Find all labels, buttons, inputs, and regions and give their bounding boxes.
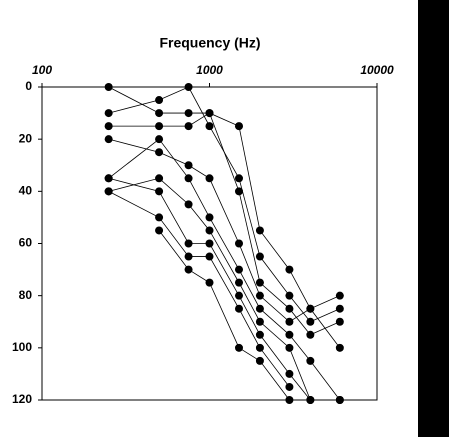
data-point — [285, 330, 294, 339]
data-point — [285, 396, 294, 404]
data-point — [155, 96, 164, 105]
data-point — [335, 291, 344, 300]
data-point — [184, 174, 193, 183]
data-point — [255, 252, 264, 261]
data-point — [285, 317, 294, 326]
data-point — [205, 239, 214, 248]
data-point — [155, 135, 164, 144]
data-point — [255, 278, 264, 287]
data-point — [255, 226, 264, 235]
data-point — [335, 304, 344, 313]
data-point — [184, 161, 193, 170]
x-tick-label: 1000 — [196, 63, 223, 77]
data-point — [205, 213, 214, 222]
data-point — [306, 304, 315, 313]
data-point — [255, 330, 264, 339]
data-point — [234, 174, 243, 183]
data-point — [306, 396, 315, 404]
y-tick-label: 120 — [12, 392, 32, 406]
data-point — [234, 187, 243, 196]
data-point — [234, 343, 243, 352]
data-point — [285, 369, 294, 378]
data-point — [285, 291, 294, 300]
data-point — [155, 122, 164, 131]
series-line — [108, 177, 311, 401]
data-point — [155, 213, 164, 222]
data-point — [205, 174, 214, 183]
data-point — [234, 278, 243, 287]
data-point — [155, 187, 164, 196]
x-tick-label: 10000 — [360, 63, 394, 77]
data-point — [155, 148, 164, 157]
data-point — [255, 291, 264, 300]
data-point — [234, 291, 243, 300]
data-point — [285, 343, 294, 352]
data-point — [184, 122, 193, 131]
data-point — [205, 122, 214, 131]
data-point — [104, 109, 113, 118]
data-point — [104, 187, 113, 196]
data-point — [184, 200, 193, 209]
data-point — [155, 174, 164, 183]
data-point — [205, 252, 214, 261]
data-point — [234, 265, 243, 274]
data-point — [234, 122, 243, 131]
data-point — [234, 304, 243, 313]
data-point — [205, 278, 214, 287]
side-panel — [418, 0, 449, 437]
data-point — [335, 317, 344, 326]
data-point — [285, 265, 294, 274]
y-tick-label: 40 — [19, 184, 33, 198]
data-point — [104, 83, 113, 91]
y-tick-label: 0 — [25, 79, 32, 93]
data-point — [306, 356, 315, 365]
data-point — [104, 174, 113, 183]
y-tick-label: 20 — [19, 131, 33, 145]
data-point — [104, 122, 113, 131]
data-point — [306, 317, 315, 326]
y-tick-label: 80 — [19, 288, 33, 302]
data-point — [306, 330, 315, 339]
y-tick-label: 60 — [19, 236, 33, 250]
data-point — [285, 304, 294, 313]
data-point — [234, 239, 243, 248]
y-tick-label: 100 — [12, 340, 32, 354]
data-point — [184, 252, 193, 261]
data-point — [155, 109, 164, 118]
data-point — [184, 83, 193, 91]
data-point — [285, 382, 294, 391]
data-point — [184, 109, 193, 118]
data-point — [255, 304, 264, 313]
data-point — [205, 109, 214, 118]
data-point — [205, 226, 214, 235]
data-point — [335, 343, 344, 352]
series-line — [158, 230, 290, 401]
x-tick-label: 100 — [32, 63, 52, 77]
data-point — [104, 135, 113, 144]
data-point — [155, 226, 164, 235]
data-point — [184, 239, 193, 248]
chart-title: Frequency (Hz) — [159, 35, 260, 51]
data-point — [255, 356, 264, 365]
data-point — [184, 265, 193, 274]
data-point — [255, 317, 264, 326]
data-point — [255, 343, 264, 352]
data-point — [335, 396, 344, 404]
